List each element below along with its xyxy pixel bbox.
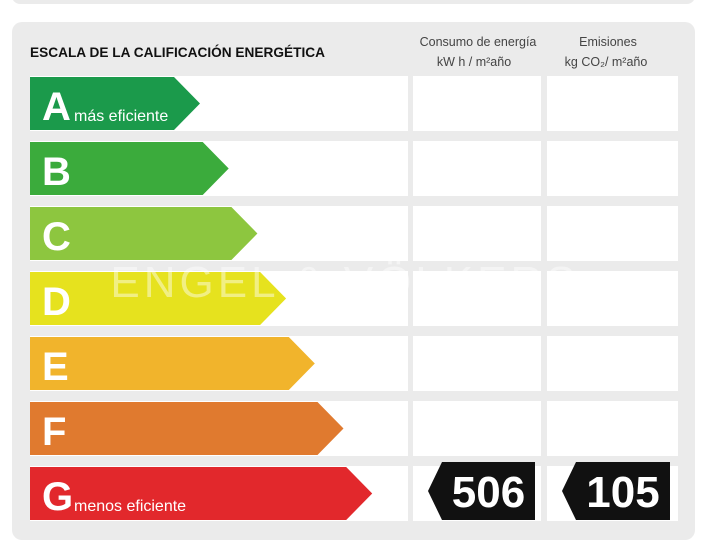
rating-arrow (30, 402, 344, 455)
cell (413, 206, 541, 261)
rating-note: más eficiente (74, 108, 168, 125)
rating-arrow (30, 142, 229, 195)
column-unit: kW h / m²año (437, 55, 511, 69)
cell (547, 271, 678, 326)
rating-letter: B (42, 150, 71, 194)
rating-arrow (30, 337, 315, 390)
cell (547, 401, 678, 456)
cell (547, 206, 678, 261)
rating-letter: F (42, 410, 66, 454)
cell (413, 336, 541, 391)
cell (413, 401, 541, 456)
rating-note: menos eficiente (74, 498, 186, 515)
column-unit: kg CO₂/ m²año (565, 55, 648, 69)
cell (547, 336, 678, 391)
value-badge (428, 462, 535, 520)
rating-letter: C (42, 215, 71, 259)
cell (547, 141, 678, 196)
title: ESCALA DE LA CALIFICACIÓN ENERGÉTICA (30, 43, 325, 60)
value: 105 (586, 468, 659, 517)
cell (413, 141, 541, 196)
cell (547, 76, 678, 131)
rating-letter: A (42, 85, 71, 129)
cell (413, 271, 541, 326)
rating-letter: D (42, 280, 71, 324)
rating-arrow (30, 207, 258, 260)
rating-letter: G (42, 475, 73, 519)
watermark: ENGEL & VÖLKERS (110, 258, 579, 307)
rating-arrow (30, 272, 287, 325)
value-badge (562, 462, 670, 520)
rating-arrow (30, 77, 200, 130)
rating-letter: E (42, 345, 69, 389)
panel-above (13, 0, 694, 4)
rating-arrow (30, 467, 373, 520)
column-header: Consumo de energía (420, 35, 537, 49)
column-header: Emisiones (579, 35, 637, 49)
value: 506 (452, 468, 525, 517)
cell (413, 76, 541, 131)
